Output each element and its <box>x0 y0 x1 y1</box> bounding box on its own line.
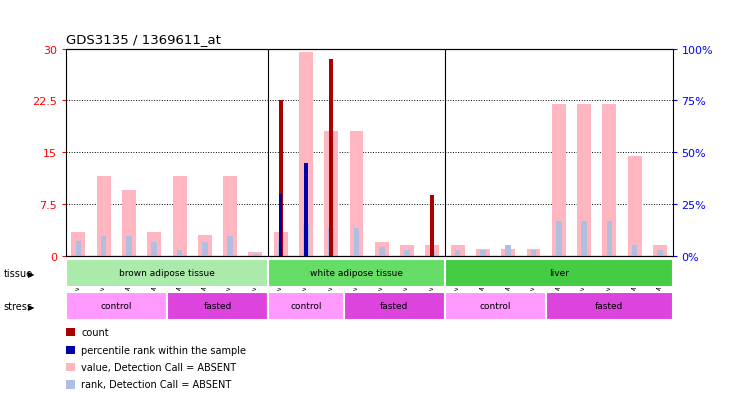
Text: control: control <box>101 301 132 311</box>
Bar <box>273 232 287 256</box>
Bar <box>299 53 313 256</box>
Bar <box>445 260 673 287</box>
Bar <box>167 293 268 320</box>
Bar <box>66 293 167 320</box>
Bar <box>607 222 612 256</box>
Text: fasted: fasted <box>595 301 624 311</box>
Bar <box>431 195 434 256</box>
Bar <box>404 251 410 256</box>
Bar <box>480 251 485 256</box>
Text: stress: stress <box>4 301 33 312</box>
Text: ▶: ▶ <box>28 269 34 278</box>
Text: control: control <box>290 301 322 311</box>
Bar <box>268 293 344 320</box>
Bar <box>552 104 566 256</box>
Bar <box>177 251 182 256</box>
Bar <box>632 246 637 256</box>
Bar <box>101 237 107 256</box>
Text: percentile rank within the sample: percentile rank within the sample <box>81 345 246 355</box>
Bar <box>303 225 308 256</box>
Bar <box>173 177 186 256</box>
Bar <box>354 228 360 256</box>
Bar <box>223 177 237 256</box>
Bar <box>151 242 157 256</box>
Bar <box>531 251 537 256</box>
Bar <box>628 156 642 256</box>
Bar <box>198 235 212 256</box>
Bar <box>253 255 258 256</box>
Bar <box>227 237 233 256</box>
Bar <box>526 249 540 256</box>
Text: brown adipose tissue: brown adipose tissue <box>119 268 215 278</box>
Bar <box>657 251 663 256</box>
Bar <box>268 260 445 287</box>
Bar <box>546 293 673 320</box>
Bar <box>279 101 283 256</box>
Text: tissue: tissue <box>4 268 33 279</box>
Bar <box>455 251 461 256</box>
Bar <box>328 228 334 256</box>
Text: fasted: fasted <box>203 301 232 311</box>
Bar <box>279 194 282 256</box>
Bar <box>202 242 208 256</box>
Bar <box>501 249 515 256</box>
Text: ▶: ▶ <box>28 302 34 311</box>
Bar <box>577 104 591 256</box>
Bar <box>249 253 262 256</box>
Bar <box>476 249 490 256</box>
Bar <box>653 246 667 256</box>
Text: liver: liver <box>549 268 569 278</box>
Text: fasted: fasted <box>380 301 409 311</box>
Bar <box>451 246 465 256</box>
Bar <box>581 222 587 256</box>
Bar <box>329 60 333 256</box>
Bar <box>72 232 86 256</box>
Bar <box>344 293 445 320</box>
Bar <box>602 104 616 256</box>
Bar <box>325 132 338 256</box>
Bar <box>556 222 561 256</box>
Text: count: count <box>81 328 109 337</box>
Text: rank, Detection Call = ABSENT: rank, Detection Call = ABSENT <box>81 380 232 389</box>
Bar <box>425 246 439 256</box>
Text: value, Detection Call = ABSENT: value, Detection Call = ABSENT <box>81 362 236 372</box>
Bar <box>66 260 268 287</box>
Bar <box>304 163 308 256</box>
Bar <box>122 191 136 256</box>
Bar <box>349 132 363 256</box>
Text: GDS3135 / 1369611_at: GDS3135 / 1369611_at <box>66 33 221 45</box>
Bar <box>375 242 389 256</box>
Bar <box>430 251 435 256</box>
Bar <box>126 237 132 256</box>
Bar <box>75 241 81 256</box>
Text: control: control <box>480 301 511 311</box>
Bar <box>400 246 414 256</box>
Bar <box>505 246 511 256</box>
Bar <box>445 293 546 320</box>
Bar <box>96 177 110 256</box>
Text: white adipose tissue: white adipose tissue <box>310 268 403 278</box>
Bar <box>278 242 284 256</box>
Bar <box>379 248 385 256</box>
Bar <box>148 232 162 256</box>
